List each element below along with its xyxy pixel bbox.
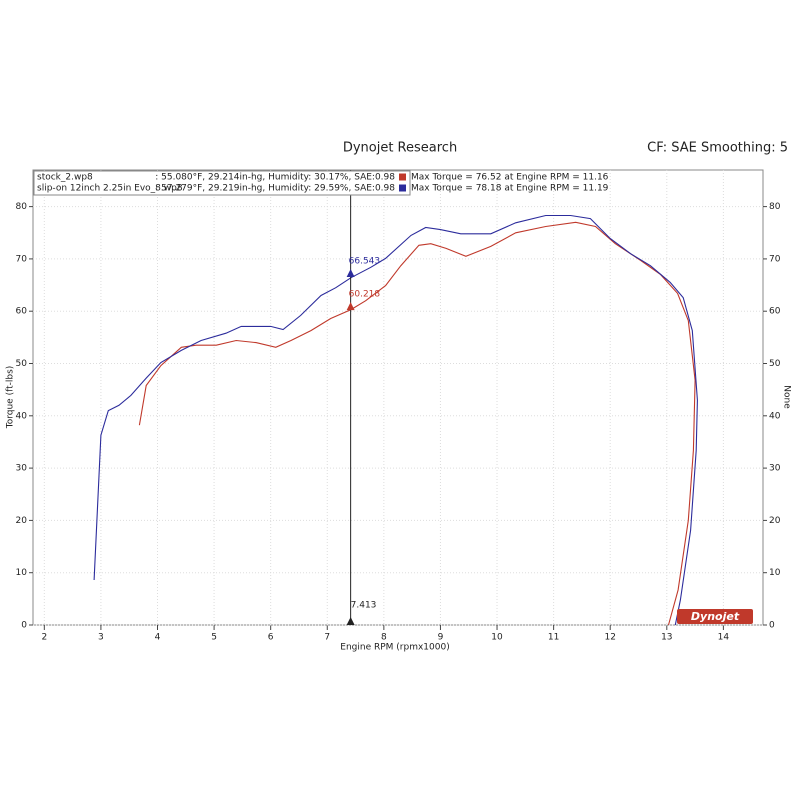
y-axis-label: Torque (ft-lbs) [6,366,16,430]
x-tick-label: 3 [98,633,104,643]
legend-name: slip-on 12inch 2.25in Evo_8.wp8 [37,184,183,194]
y-tick-label: 30 [16,464,28,474]
y2-tick-label: 30 [769,464,781,474]
torque-line [93,214,698,626]
x-tick-label: 5 [211,633,217,643]
y-tick-label: 70 [16,254,28,264]
y-tick-label: 60 [16,307,28,317]
x-tick-label: 12 [604,633,615,643]
x-tick-label: 8 [381,633,387,643]
y-tick-label: 40 [16,411,28,421]
y-tick-label: 80 [16,202,28,212]
logo-box [677,609,753,624]
x-tick-label: 6 [268,633,274,643]
y2-tick-label: 70 [769,254,781,264]
x-axis-label: Engine RPM (rpmx1000) [340,643,449,653]
y2-tick-label: 10 [769,568,781,578]
logo: Dynojet [691,610,740,623]
y2-tick-label: 60 [769,307,781,317]
legend-name: stock_2.wp8 [37,173,93,183]
x-tick-label: 9 [438,633,444,643]
y2-tick-label: 50 [769,359,781,369]
y-tick-label: 0 [21,621,27,631]
plot-area [32,169,764,626]
cursor-value-label: 66.543 [349,256,381,266]
cursor-x-label: 7.413 [351,601,377,611]
y2-axis-label: None [782,385,792,409]
legend-swatch [399,173,406,181]
x-tick-label: 10 [491,633,503,643]
cursor-value-marker [346,268,355,277]
torque-line [138,221,696,626]
y2-tick-label: 40 [769,411,781,421]
cursor-value-marker [346,302,355,311]
y-tick-label: 10 [16,568,28,578]
x-tick-label: 14 [718,633,730,643]
y2-tick-label: 0 [769,621,775,631]
legend-info: : 55.080°F, 29.214in-hg, Humidity: 30.17… [155,173,395,183]
cursor-marker [346,617,355,625]
y2-tick-label: 80 [769,202,781,212]
y-tick-label: 20 [16,516,28,526]
legend-box [33,170,411,196]
x-tick-label: 7 [324,633,330,643]
y2-tick-label: 20 [769,516,781,526]
x-tick-label: 4 [155,633,161,643]
x-tick-label: 2 [41,633,47,643]
legend-info: : 57.279°F, 29.219in-hg, Humidity: 29.59… [155,184,395,194]
legend-max: Max Torque = 76.52 at Engine RPM = 11.16 [411,173,609,183]
cursor-value-label: 60.218 [349,290,381,300]
chart-title: Dynojet Research [343,141,457,156]
y-tick-label: 50 [16,359,28,369]
legend-max: Max Torque = 78.18 at Engine RPM = 11.19 [411,184,609,194]
legend-swatch [399,184,406,192]
x-tick-label: 13 [661,633,672,643]
chart-subtitle: CF: SAE Smoothing: 5 [647,141,788,156]
x-tick-label: 11 [548,633,559,643]
